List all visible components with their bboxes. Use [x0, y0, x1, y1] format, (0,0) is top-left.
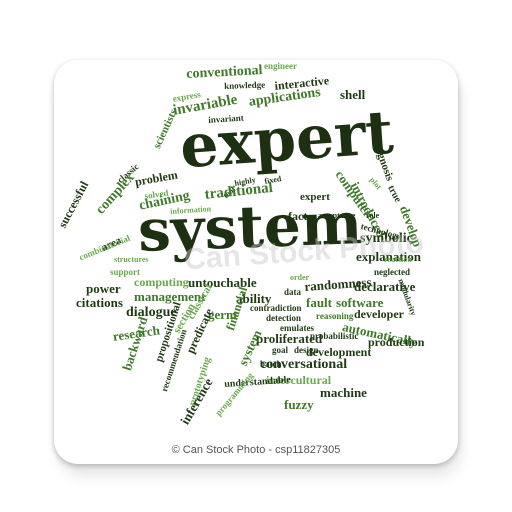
cloud-word: fault	[306, 295, 332, 310]
cloud-word: untouchable	[188, 275, 257, 290]
cloud-word: computing	[134, 275, 189, 289]
cloud-word: data	[284, 287, 302, 297]
cloud-word: germ	[208, 307, 237, 322]
cloud-word: production	[368, 335, 425, 349]
cloud-word: engineer	[264, 61, 297, 71]
cloud-word: scientists	[151, 107, 180, 151]
cloud-word: problem	[133, 167, 179, 189]
app-icon-card[interactable]: engineer conventional knowledge interactive…	[54, 60, 458, 464]
cloud-word: conversational	[260, 357, 348, 372]
cloud-word: reaction	[384, 255, 412, 264]
cloud-word: fact	[288, 209, 308, 223]
cloud-word: neglected	[374, 267, 410, 277]
cloud-word: structures	[114, 255, 149, 264]
cloud-word: contradiction	[250, 303, 302, 313]
cloud-word: citations	[76, 295, 123, 310]
cloud-word: acceptance	[318, 211, 356, 220]
cloud-word: machine	[320, 385, 367, 400]
cloud-word: explanation	[356, 249, 422, 264]
stock-photo-credit: © Can Stock Photo - csp11827305	[171, 444, 341, 456]
cloud-word: developer	[354, 307, 404, 321]
cloud-word: power	[86, 281, 121, 296]
cloud-word: symbolic	[360, 231, 413, 246]
cloud-word: knowledge	[223, 79, 266, 91]
cloud-word: intercultural	[266, 373, 332, 387]
cloud-word: backward	[119, 314, 151, 373]
cloud-word: batch	[260, 359, 282, 369]
cloud-word: management	[134, 289, 206, 304]
cloud-word: emulates	[280, 323, 314, 333]
cloud-word: true	[385, 183, 404, 205]
cloud-word: successful	[55, 178, 92, 231]
cloud-word: fuzzy	[284, 397, 314, 412]
cloud-word: reasoning	[316, 311, 354, 321]
cloud-word: support	[110, 267, 141, 277]
cloud-word: proliferated	[256, 331, 323, 346]
cloud-word: ability	[236, 291, 272, 306]
cloud-word: expert	[300, 191, 330, 203]
cloud-word: development	[306, 345, 372, 359]
cloud-word: order	[290, 273, 310, 282]
cloud-word: goal	[272, 345, 289, 355]
cloud-word: software	[336, 295, 384, 310]
cloud-word: design	[294, 345, 319, 355]
cloud-word: declarative	[354, 279, 416, 294]
cloud-word: role	[366, 211, 380, 220]
cloud-word: plot	[367, 175, 384, 192]
cloud-word: dialogue	[126, 305, 177, 320]
cloud-word: probabilistic	[310, 331, 359, 341]
cloud-word: shell	[340, 87, 366, 102]
headline-expert: expert	[177, 97, 396, 183]
cloud-word: detection	[266, 313, 301, 323]
